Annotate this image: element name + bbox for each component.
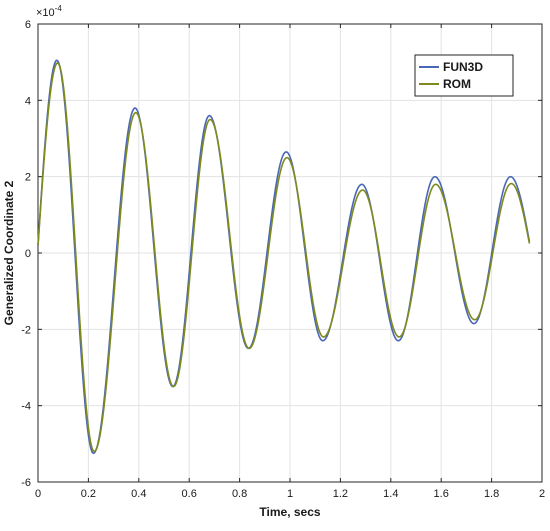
legend-label-rom: ROM [443,77,471,91]
axis-ticks: 0 0.2 0.4 0.6 0.8 1 1.2 1.4 1.6 1.8 2 -6 -4 -2 0 2 4 6 [21,19,545,500]
x-tick-label: 1.8 [484,488,499,500]
y-tick-label: 6 [25,19,31,31]
y-tick-label: 4 [25,95,31,107]
y-tick-label: 2 [25,172,31,184]
series-lines [37,59,531,455]
y-tick-label: -2 [21,324,31,336]
legend: FUN3D ROM [414,54,514,97]
y-tick-label: 0 [25,248,31,260]
x-tick-label: 2 [539,488,545,500]
x-tick-label: 0.4 [131,488,146,500]
x-tick-label: 1 [287,488,293,500]
x-tick-label: 0.8 [232,488,247,500]
x-tick-label: 0.2 [81,488,96,500]
series-line-rom [37,62,531,453]
x-tick-label: 1.4 [383,488,398,500]
x-axis-label: Time, secs [259,505,320,519]
x-tick-label: 1.6 [434,488,449,500]
legend-label-fun3d: FUN3D [443,60,483,74]
grid [38,24,542,482]
y-tick-label: -6 [21,477,31,489]
y-tick-label: -4 [21,401,31,413]
legend-box [414,54,514,97]
y-axis-label: Generalized Coordinate 2 [2,180,16,325]
y-axis-exponent: ×10-4 [36,4,62,19]
x-tick-label: 0.6 [182,488,197,500]
x-tick-label: 1.2 [333,488,348,500]
x-tick-label: 0 [35,488,41,500]
y-exponent-base: ×10 [36,7,55,19]
y-exponent-power: -4 [55,4,63,13]
